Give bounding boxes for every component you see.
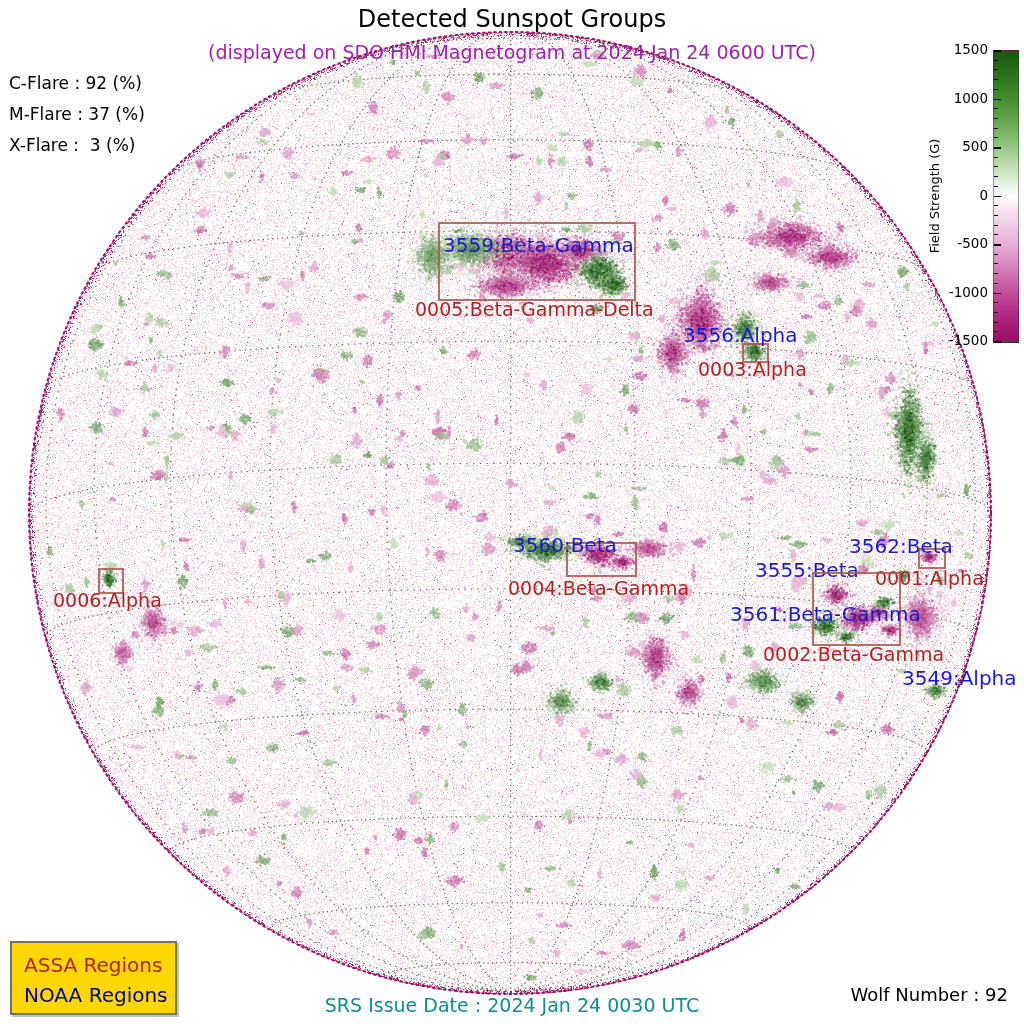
colorbar-tick-mark bbox=[994, 99, 1001, 101]
colorbar-minor-tick-mark bbox=[994, 205, 998, 206]
colorbar-minor-tick-mark bbox=[994, 128, 998, 129]
colorbar-minor-tick-mark bbox=[994, 186, 998, 187]
legend-noaa-label: NOAA Regions bbox=[24, 983, 168, 1007]
colorbar-tick-mark bbox=[994, 147, 1001, 149]
colorbar-tick-label: 1500 bbox=[928, 41, 988, 57]
colorbar-tick-mark bbox=[994, 293, 1001, 295]
colorbar-minor-tick-mark bbox=[994, 69, 998, 70]
colorbar-minor-tick-mark bbox=[994, 263, 998, 264]
c-flare-probability: C-Flare : 92 (%) bbox=[9, 74, 142, 94]
colorbar-minor-tick-mark bbox=[994, 225, 998, 226]
legend-assa-label: ASSA Regions bbox=[24, 953, 162, 977]
assa-region-label: 0005:Beta-Gamma-Delta bbox=[415, 299, 654, 321]
colorbar-minor-tick-mark bbox=[994, 89, 998, 90]
colorbar-tick-label: 1000 bbox=[928, 90, 988, 106]
colorbar-minor-tick-mark bbox=[994, 60, 998, 61]
colorbar-minor-tick-mark bbox=[994, 273, 998, 274]
colorbar-minor-tick-mark bbox=[994, 176, 998, 177]
colorbar-minor-tick-mark bbox=[994, 118, 998, 119]
colorbar-minor-tick-mark bbox=[994, 137, 998, 138]
subtitle: (displayed on SDO HMI Magnetogram at 202… bbox=[208, 42, 816, 64]
colorbar-minor-tick-mark bbox=[994, 312, 998, 313]
colorbar-tick-label: -1000 bbox=[928, 284, 988, 300]
colorbar-minor-tick-mark bbox=[994, 283, 998, 284]
noaa-region-label: 3560:Beta bbox=[513, 534, 617, 557]
colorbar-minor-tick-mark bbox=[994, 234, 998, 235]
colorbar-minor-tick-mark bbox=[994, 302, 998, 303]
magnetogram-figure: Detected Sunspot Groups (displayed on SD… bbox=[0, 0, 1024, 1024]
colorbar-tick-mark bbox=[994, 244, 1001, 246]
m-flare-probability: M-Flare : 37 (%) bbox=[9, 105, 145, 125]
assa-region-label: 0006:Alpha bbox=[53, 590, 162, 612]
colorbar-axis-title: Field Strength (G) bbox=[927, 139, 942, 254]
colorbar-minor-tick-mark bbox=[994, 215, 998, 216]
colorbar-tick-mark bbox=[994, 196, 1001, 198]
assa-region-label: 0002:Beta-Gamma bbox=[763, 644, 944, 666]
colorbar-tick-mark bbox=[994, 341, 1001, 343]
wolf-number: Wolf Number : 92 bbox=[850, 985, 1008, 1006]
noaa-region-label: 3562:Beta bbox=[849, 535, 953, 558]
noaa-region-label: 3556:Alpha bbox=[683, 324, 798, 347]
colorbar-minor-tick-mark bbox=[994, 322, 998, 323]
noaa-region-label: 3561:Beta-Gamma bbox=[730, 603, 921, 626]
colorbar-minor-tick-mark bbox=[994, 157, 998, 158]
colorbar-tick-mark bbox=[994, 50, 1001, 52]
noaa-region-label: 3559:Beta-Gamma bbox=[443, 234, 634, 257]
assa-region-label: 0003:Alpha bbox=[698, 359, 807, 381]
colorbar-tick-label: -1500 bbox=[928, 332, 988, 348]
assa-region-label: 0004:Beta-Gamma bbox=[508, 578, 689, 600]
colorbar-minor-tick-mark bbox=[994, 254, 998, 255]
page-title: Detected Sunspot Groups bbox=[358, 6, 666, 34]
x-flare-probability: X-Flare : 3 (%) bbox=[9, 136, 136, 156]
colorbar-minor-tick-mark bbox=[994, 331, 998, 332]
noaa-region-label: 3549:Alpha bbox=[902, 667, 1017, 690]
colorbar-minor-tick-mark bbox=[994, 79, 998, 80]
srs-issue-date: SRS Issue Date : 2024 Jan 24 0030 UTC bbox=[325, 995, 699, 1017]
colorbar-minor-tick-mark bbox=[994, 108, 998, 109]
sun-disk-canvas bbox=[0, 0, 1024, 1024]
colorbar-minor-tick-mark bbox=[994, 166, 998, 167]
legend-box: ASSA Regions NOAA Regions bbox=[10, 941, 177, 1015]
